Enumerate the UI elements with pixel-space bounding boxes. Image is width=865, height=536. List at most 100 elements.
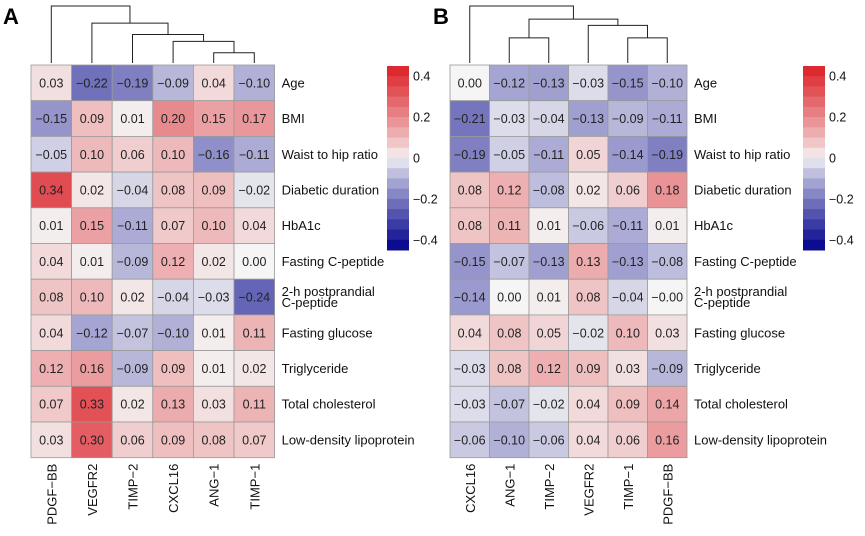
cell-value-label: −0.13 xyxy=(533,255,565,269)
cell-value-label: −0.11 xyxy=(652,112,683,126)
heatmap-cell xyxy=(192,314,235,351)
legend-color-step xyxy=(387,188,409,200)
heatmap-cell xyxy=(568,421,609,459)
cell-value-label: 0.04 xyxy=(202,76,226,90)
cell-value-label: 0.08 xyxy=(458,183,482,197)
heatmap-cell xyxy=(568,385,609,423)
cell-value-label: 0.01 xyxy=(655,219,679,233)
cell-value-label: −0.11 xyxy=(533,148,564,162)
heatmap-cell xyxy=(449,64,490,102)
row-label: Waist to hip ratio xyxy=(694,147,790,162)
cell-value-label: 0.02 xyxy=(80,183,104,197)
cell-value-label: −0.14 xyxy=(454,291,486,305)
heatmap-cell xyxy=(71,64,113,102)
panel-b: B 0.00 −0.12 −0.13 −0.03 −0.15 −0.10 −0.21 −0.0… xyxy=(433,4,854,525)
heatmap-cell xyxy=(607,314,648,351)
cell-value-label: 0.02 xyxy=(120,291,144,305)
heatmap-cell xyxy=(152,100,194,137)
row-label: Fasting C-peptide xyxy=(694,254,797,269)
legend-color-step xyxy=(387,127,409,139)
cell-value-label: −0.04 xyxy=(612,291,644,305)
dendrogram-link xyxy=(213,52,255,63)
heatmap-cell xyxy=(192,135,235,173)
heatmap-cell xyxy=(152,314,194,351)
cell-value-label: 0.15 xyxy=(202,112,226,126)
column-label: PDGF−BB xyxy=(44,464,59,525)
cell-value-label: −0.10 xyxy=(493,433,525,447)
column-label: TIMP−1 xyxy=(621,464,636,510)
cell-value-label: 0.02 xyxy=(242,362,266,376)
cell-value-label: −0.09 xyxy=(651,362,683,376)
dendrogram-link xyxy=(172,40,235,63)
cell-value-label: −0.06 xyxy=(533,433,565,447)
cell-value-label: −0.19 xyxy=(651,148,683,162)
heatmap-cell xyxy=(111,64,154,102)
legend-color-step xyxy=(803,198,825,210)
heatmap-cell xyxy=(489,135,530,173)
cell-value-label: −0.08 xyxy=(651,255,683,269)
cell-value-label: 0.15 xyxy=(80,219,104,233)
legend-color-step xyxy=(387,147,409,159)
legend-color-step xyxy=(387,66,409,77)
legend-color-step xyxy=(803,76,825,87)
column-label: VEGFR2 xyxy=(85,464,100,516)
heatmap-cell xyxy=(233,100,275,137)
cell-value-label: 0.03 xyxy=(39,76,63,90)
heatmap-cell xyxy=(607,385,648,423)
cell-value-label: −0.04 xyxy=(533,112,565,126)
cell-value-label: −0.04 xyxy=(117,183,149,197)
cell-value-label: 0.10 xyxy=(80,148,104,162)
heatmap-cell xyxy=(192,350,235,387)
cell-value-label: −0.03 xyxy=(198,291,230,305)
cell-value-label: −0.06 xyxy=(572,219,604,233)
panel-a: A 0.03 −0.22 −0.19 −0.09 0.04 −0.10 −0.15 0.09 0… xyxy=(3,4,438,525)
legend-color-step xyxy=(803,106,825,118)
column-label: CXCL16 xyxy=(166,464,181,513)
cell-value-label: 0.11 xyxy=(243,326,266,340)
row-label: Total cholesterol xyxy=(282,397,376,412)
heatmap-cell xyxy=(449,421,490,459)
cell-value-label: 0.00 xyxy=(242,255,266,269)
legend-color-step xyxy=(387,106,409,118)
cell-value-label: 0.30 xyxy=(80,433,104,447)
cell-value-label: 0.04 xyxy=(576,398,600,412)
cell-value-label: −0.05 xyxy=(493,148,525,162)
cell-value-label: −0.14 xyxy=(612,148,644,162)
column-label: TIMP−2 xyxy=(542,464,557,510)
cell-value-label: 0.08 xyxy=(497,362,521,376)
row-label: Fasting glucose xyxy=(694,325,785,340)
cell-value-label: 0.34 xyxy=(39,183,63,197)
heatmap-cell xyxy=(71,385,113,423)
cell-value-label: −0.10 xyxy=(651,76,683,90)
heatmap-cell xyxy=(647,64,688,102)
cell-value-label: −0.09 xyxy=(117,255,149,269)
heatmap-cell xyxy=(568,207,609,244)
panel-label: B xyxy=(433,4,449,29)
cell-value-label: 0.12 xyxy=(537,362,561,376)
legend-tick-label: −0.2 xyxy=(413,192,438,206)
heatmap-cell xyxy=(647,243,688,280)
column-label: TIMP−2 xyxy=(126,464,141,510)
cell-value-label: −0.19 xyxy=(117,76,149,90)
heatmap-cell xyxy=(647,171,688,209)
cell-value-label: 0.03 xyxy=(616,362,640,376)
cell-value-label: −0.09 xyxy=(117,362,149,376)
cell-value-label: 0.03 xyxy=(39,433,63,447)
dendrogram-link xyxy=(469,5,574,63)
column-label: TIMP−1 xyxy=(247,464,262,510)
heatmap-cell xyxy=(71,350,113,387)
cell-value-label: 0.09 xyxy=(161,433,185,447)
cell-value-label: 0.11 xyxy=(243,398,266,412)
cell-value-label: 0.04 xyxy=(576,433,600,447)
cell-value-label: 0.06 xyxy=(120,148,144,162)
cell-value-label: −0.07 xyxy=(117,326,149,340)
cell-value-label: −0.09 xyxy=(612,112,644,126)
row-label: 2-h postprandial xyxy=(282,284,375,299)
heatmap-cell xyxy=(233,278,275,316)
cell-value-label: −0.10 xyxy=(157,326,189,340)
cell-value-label: −0.16 xyxy=(198,148,230,162)
cell-value-label: 0.04 xyxy=(458,326,482,340)
heatmap-cell xyxy=(111,350,154,387)
cell-value-label: 0.09 xyxy=(616,398,640,412)
dendrogram-link xyxy=(528,18,619,38)
